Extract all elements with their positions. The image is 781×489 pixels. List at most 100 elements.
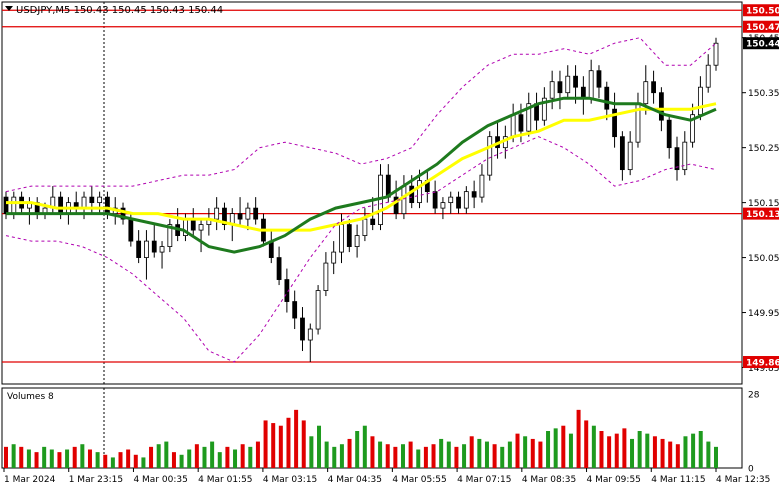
volume-bar — [484, 441, 489, 468]
x-tick-label: 4 Mar 09:55 — [587, 475, 641, 485]
volume-bar — [317, 425, 322, 468]
x-tick-label: 4 Mar 01:55 — [198, 475, 252, 485]
y-tick-label: 149.85 — [748, 364, 780, 374]
volume-bar — [87, 449, 92, 468]
candle-body — [128, 218, 134, 242]
candle-body — [97, 196, 103, 204]
volume-bar — [492, 444, 497, 468]
candle-body — [643, 81, 649, 105]
candle-body — [448, 196, 454, 204]
candle-body — [549, 81, 555, 99]
volume-bar — [233, 449, 238, 468]
volume-bar — [355, 431, 360, 468]
volume-bar — [179, 454, 184, 468]
candle-body — [315, 290, 321, 330]
candle-body — [526, 103, 532, 132]
price-label-box — [743, 356, 779, 369]
volume-bar — [568, 433, 573, 468]
volume-bar — [691, 433, 696, 468]
candle-body — [120, 207, 126, 220]
volume-bar — [607, 436, 612, 468]
y-tick-label: 150.25 — [748, 144, 780, 154]
candle-body — [627, 141, 633, 171]
volume-bar — [72, 446, 77, 468]
price-label: 150.44 — [746, 40, 781, 50]
volume-bar — [126, 449, 131, 468]
candle-body — [651, 81, 656, 94]
volume-bar — [26, 449, 31, 468]
chart-title: USDJPY,M5 150.43 150.45 150.43 150.44 — [16, 5, 223, 16]
volume-bar — [271, 423, 276, 468]
volume-bar — [706, 441, 711, 468]
volume-bar — [400, 444, 405, 468]
candle-body — [222, 207, 227, 226]
candle-body — [463, 191, 469, 209]
candle-body — [456, 196, 461, 209]
volume-bar — [19, 446, 24, 468]
volume-bar — [187, 449, 192, 468]
candle-body — [487, 136, 493, 176]
candle-body — [440, 202, 446, 209]
volume-bar — [591, 425, 596, 468]
volume-bar — [500, 446, 505, 468]
volume-bar — [515, 433, 520, 468]
volume-bar — [110, 457, 115, 468]
candle-body — [518, 114, 524, 132]
volume-bar — [103, 454, 108, 468]
candle-body — [510, 114, 516, 138]
candle-body — [658, 92, 664, 121]
candle-body — [89, 196, 95, 204]
volume-bar — [217, 452, 222, 468]
volume-bar — [332, 446, 337, 468]
candle-body — [713, 42, 719, 66]
volume-bar — [347, 438, 352, 468]
candle-body — [300, 317, 305, 341]
x-tick-label: 4 Mar 12:35 — [716, 475, 770, 485]
volume-bar — [57, 452, 62, 468]
price-label: 150.50 — [746, 7, 781, 17]
volume-bar — [309, 436, 314, 468]
volume-bar — [645, 433, 650, 468]
y-tick-label: 149.95 — [748, 309, 780, 319]
dropdown-icon[interactable] — [5, 6, 13, 11]
volume-bar — [240, 444, 245, 468]
volume-bar — [668, 441, 673, 468]
volume-bar — [622, 428, 627, 468]
candle-body — [245, 207, 251, 220]
volume-bar — [507, 441, 512, 468]
volume-bar — [255, 441, 260, 468]
x-tick-label: 4 Mar 08:35 — [522, 475, 576, 485]
volume-bar — [171, 452, 176, 468]
candle-body — [354, 235, 360, 247]
x-tick-label: 4 Mar 07:15 — [457, 475, 511, 485]
candle-body — [253, 207, 259, 220]
candle-body — [541, 97, 547, 121]
candle-body — [417, 180, 422, 204]
volume-bar — [546, 431, 551, 468]
candle-body — [307, 328, 313, 341]
candle-body — [697, 86, 703, 116]
y-tick-label: 150.15 — [748, 199, 780, 209]
price-label-box — [743, 20, 779, 33]
volume-bar — [652, 436, 657, 468]
volume-bar — [263, 420, 268, 468]
candle-body — [362, 218, 368, 236]
candle-body — [190, 218, 196, 231]
envelope-band-line — [5, 37, 717, 193]
price-label-box — [743, 207, 779, 220]
volume-tick-label: 0 — [748, 465, 754, 475]
volume-bar — [65, 449, 70, 468]
candle-body — [401, 185, 407, 215]
volume-bar — [156, 444, 161, 468]
candle-body — [3, 196, 9, 215]
candle-body — [198, 224, 204, 231]
candle-body — [81, 196, 87, 209]
volume-bar — [714, 446, 718, 468]
volume-bar — [11, 444, 16, 468]
candle-body — [619, 136, 625, 171]
candle-body — [292, 301, 298, 319]
candle-body — [674, 147, 680, 171]
candle-body — [276, 257, 282, 280]
volume-bar — [324, 441, 329, 468]
